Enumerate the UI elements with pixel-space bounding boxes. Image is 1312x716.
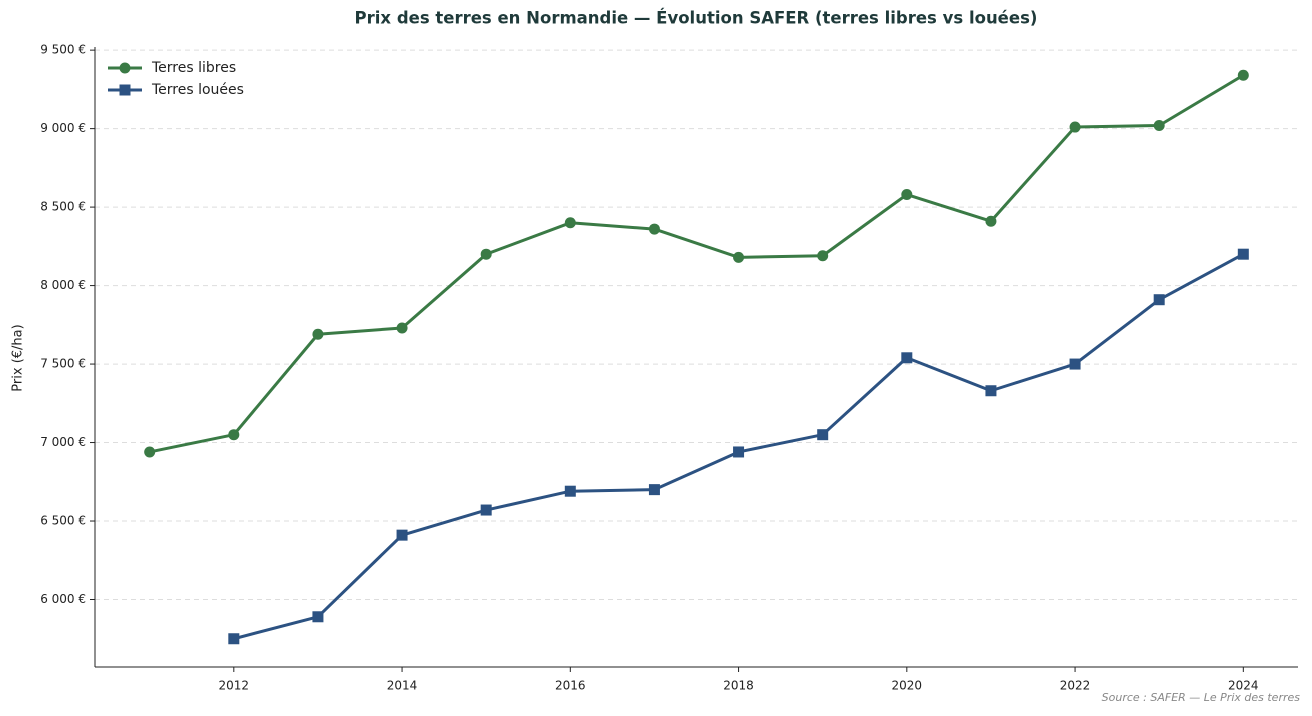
data-point — [312, 611, 324, 623]
series-line — [149, 73, 1245, 454]
data-point — [396, 529, 408, 541]
data-point — [564, 485, 576, 497]
y-tick-label: 9 000 € — [40, 121, 86, 135]
legend-marker — [119, 62, 131, 74]
data-point — [733, 251, 745, 263]
data-point — [733, 446, 745, 458]
data-point — [1237, 69, 1249, 81]
y-tick-label: 7 500 € — [40, 357, 86, 371]
data-point — [648, 484, 660, 496]
data-point — [1153, 294, 1165, 306]
source-note: Source : SAFER — Le Prix des terres — [1102, 691, 1301, 704]
y-tick-label: 6 500 € — [40, 514, 86, 528]
y-axis-label: Prix (€/ha) — [11, 324, 26, 391]
data-point — [1069, 121, 1081, 133]
x-tick-label: 2014 — [387, 679, 418, 693]
data-point — [1069, 358, 1081, 370]
y-tick-label: 9 500 € — [40, 43, 86, 57]
y-tick-label: 8 000 € — [40, 278, 86, 292]
data-point — [144, 446, 156, 458]
data-point — [228, 633, 240, 645]
data-point — [564, 217, 576, 229]
data-point — [985, 385, 997, 397]
data-point — [648, 223, 660, 235]
data-point — [396, 322, 408, 334]
y-tick-label: 8 500 € — [40, 200, 86, 214]
y-tick-label: 7 000 € — [40, 435, 86, 449]
data-point — [312, 328, 324, 340]
data-point — [1153, 119, 1165, 131]
x-tick-label: 2012 — [219, 679, 250, 693]
x-tick-label: 2022 — [1060, 679, 1091, 693]
data-point — [480, 504, 492, 516]
data-point — [228, 429, 240, 441]
chart-title: Prix des terres en Normandie — Évolution… — [355, 9, 1038, 28]
legend-marker — [119, 84, 131, 96]
data-point — [817, 250, 829, 262]
legend-label: Terres libres — [151, 60, 236, 76]
data-point — [985, 215, 997, 227]
y-tick-label: 6 000 € — [40, 592, 86, 606]
data-point — [480, 248, 492, 260]
x-tick-label: 2018 — [723, 679, 754, 693]
legend-label: Terres louées — [151, 82, 244, 98]
x-tick-label: 2024 — [1228, 679, 1259, 693]
data-point — [1237, 248, 1249, 260]
x-tick-label: 2020 — [892, 679, 923, 693]
data-point — [901, 189, 913, 201]
data-point — [817, 429, 829, 441]
x-tick-label: 2016 — [555, 679, 586, 693]
data-point — [901, 352, 913, 364]
